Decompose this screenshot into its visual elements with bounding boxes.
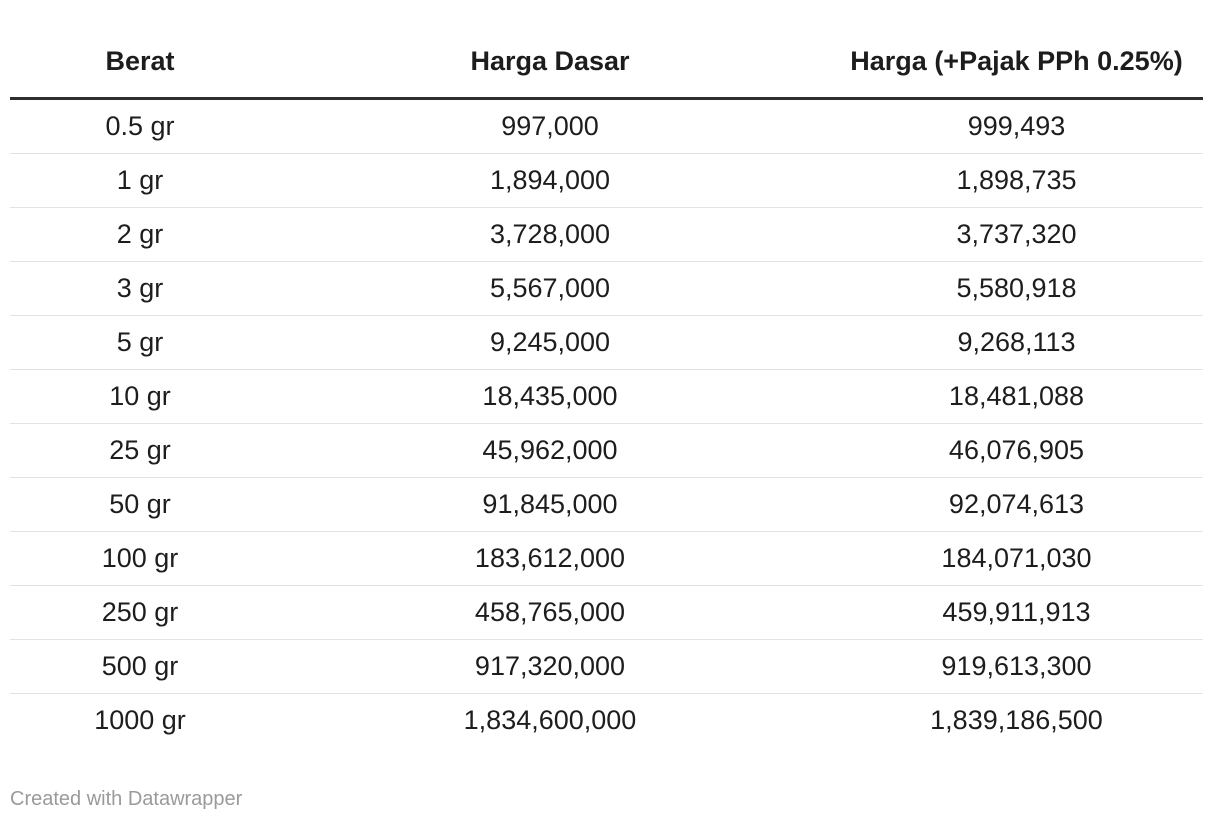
cell-harga-pajak: 999,493	[830, 98, 1203, 154]
header-row: Berat Harga Dasar Harga (+Pajak PPh 0.25…	[10, 30, 1203, 100]
cell-harga-dasar: 458,765,000	[270, 585, 830, 640]
cell-berat: 1000 gr	[94, 705, 186, 735]
price-table-container: Berat Harga Dasar Harga (+Pajak PPh 0.25…	[10, 30, 1203, 747]
cell-harga-dasar: 997,000	[270, 98, 830, 154]
cell-harga-pajak: 5,580,918	[830, 261, 1203, 316]
column-header-berat: Berat	[10, 30, 270, 100]
price-table: Berat Harga Dasar Harga (+Pajak PPh 0.25…	[10, 30, 1203, 747]
table-row: 3 gr 5,567,000 5,580,918	[10, 261, 1203, 316]
cell-berat: 250 gr	[10, 585, 270, 640]
cell-harga-pajak: 1,839,186,500	[930, 705, 1103, 735]
table-row: 250 gr 458,765,000 459,911,913	[10, 585, 1203, 640]
cell-harga-dasar: 1,834,600,000	[463, 705, 637, 735]
cell-harga-dasar: 183,612,000	[270, 531, 830, 586]
cell-harga-pajak: 18,481,088	[830, 369, 1203, 424]
cell-harga-dasar: 5,567,000	[270, 261, 830, 316]
cell-harga-pajak: 184,071,030	[830, 531, 1203, 586]
cell-harga-dasar: 91,845,000	[270, 477, 830, 532]
table-row: 1000 gr 1,834,600,000 1,839,186,500	[10, 694, 1203, 748]
column-header-harga-dasar: Harga Dasar	[270, 30, 830, 100]
cell-berat: 50 gr	[10, 477, 270, 532]
cell-berat: 25 gr	[10, 423, 270, 478]
table-row: 5 gr 9,245,000 9,268,113	[10, 315, 1203, 370]
cell-harga-pajak: 919,613,300	[830, 639, 1203, 694]
cell-berat: 5 gr	[10, 315, 270, 370]
cell-harga-pajak: 9,268,113	[830, 315, 1203, 370]
table-row: 100 gr 183,612,000 184,071,030	[10, 531, 1203, 586]
attribution-link[interactable]: Created with Datawrapper	[10, 788, 243, 810]
cell-berat: 500 gr	[10, 639, 270, 694]
table-body: 0.5 gr 997,000 999,493 1 gr 1,894,000 1,898,7…	[10, 98, 1203, 748]
table-row: 1 gr 1,894,000 1,898,735	[10, 153, 1203, 208]
table-row: 25 gr 45,962,000 46,076,905	[10, 423, 1203, 478]
table-row: 2 gr 3,728,000 3,737,320	[10, 207, 1203, 262]
cell-harga-dasar: 3,728,000	[270, 207, 830, 262]
cell-berat: 100 gr	[10, 531, 270, 586]
cell-harga-dasar: 917,320,000	[270, 639, 830, 694]
cell-harga-dasar: 45,962,000	[270, 423, 830, 478]
table-row: 0.5 gr 997,000 999,493	[10, 98, 1203, 154]
cell-berat: 1 gr	[10, 153, 270, 208]
table-row: 10 gr 18,435,000 18,481,088	[10, 369, 1203, 424]
cell-harga-dasar: 1,894,000	[270, 153, 830, 208]
cell-harga-pajak: 1,898,735	[830, 153, 1203, 208]
cell-harga-pajak: 46,076,905	[830, 423, 1203, 478]
cell-harga-dasar: 18,435,000	[270, 369, 830, 424]
cell-berat: 0.5 gr	[10, 98, 270, 154]
cell-harga-pajak: 459,911,913	[830, 585, 1203, 640]
cell-berat: 2 gr	[10, 207, 270, 262]
table-row: 50 gr 91,845,000 92,074,613	[10, 477, 1203, 532]
table-row: 500 gr 917,320,000 919,613,300	[10, 639, 1203, 694]
cell-harga-pajak: 92,074,613	[830, 477, 1203, 532]
cell-berat: 10 gr	[10, 369, 270, 424]
column-header-harga-pajak: Harga (+Pajak PPh 0.25%)	[830, 30, 1203, 100]
cell-harga-pajak: 3,737,320	[830, 207, 1203, 262]
cell-harga-dasar: 9,245,000	[270, 315, 830, 370]
cell-berat: 3 gr	[10, 261, 270, 316]
